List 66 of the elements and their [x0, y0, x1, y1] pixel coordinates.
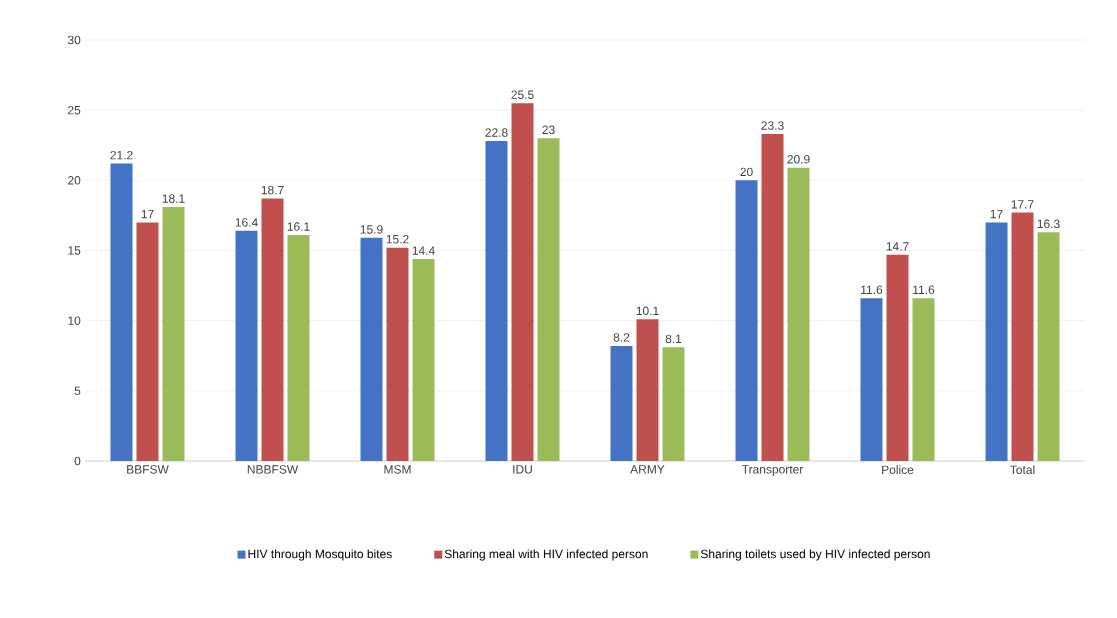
- data-label: 17: [990, 209, 1003, 219]
- bar: [761, 134, 784, 461]
- data-label: 16.1: [287, 222, 310, 231]
- data-label: 15.9: [360, 225, 383, 234]
- data-label: 23: [542, 125, 555, 135]
- x-tick-label: MSM: [384, 465, 411, 474]
- data-label: 21.2: [110, 150, 133, 160]
- data-label: 22.8: [485, 128, 508, 137]
- x-tick-label: Transporter: [741, 465, 804, 476]
- data-label: 16.3: [1037, 219, 1060, 229]
- bar: [235, 230, 258, 461]
- legend-label: Sharing meal with HIV infected person: [444, 549, 648, 561]
- bar: [485, 141, 508, 461]
- x-tick-label: NBBFSW: [247, 465, 299, 474]
- bar: [162, 206, 185, 461]
- bar: [912, 298, 935, 461]
- bar: [386, 247, 409, 461]
- bar: [985, 222, 1008, 461]
- bar: [610, 345, 633, 461]
- data-label: 20: [740, 167, 753, 177]
- data-label: 11.6: [861, 285, 883, 294]
- x-tick-label: BBFSW: [127, 465, 169, 474]
- data-label: 16.4: [235, 218, 258, 227]
- data-label: 14.4: [412, 246, 435, 255]
- data-label: 18.7: [261, 185, 284, 195]
- bar: [537, 138, 560, 461]
- bar: [1011, 212, 1034, 461]
- data-label: 17.7: [1011, 200, 1034, 209]
- bar: [735, 180, 758, 461]
- data-label: 17: [141, 209, 154, 219]
- bar: [886, 254, 909, 461]
- data-label: 10.1: [636, 306, 659, 316]
- legend-label: HIV through Mosquito bites: [248, 549, 392, 561]
- bar: [1037, 232, 1060, 461]
- y-tick-label: 15: [68, 246, 81, 255]
- y-tick-label: 10: [68, 316, 81, 325]
- data-label: 8.1: [665, 334, 682, 344]
- x-tick-label: IDU: [513, 465, 532, 474]
- y-tick-label: 30: [67, 35, 81, 45]
- bar: [662, 347, 685, 461]
- bar: [412, 258, 435, 461]
- legend-label: Sharing toilets used by HIV infected person: [700, 549, 930, 561]
- bar: [287, 235, 310, 461]
- x-tick-label: Police: [882, 465, 914, 474]
- bar: [261, 198, 284, 461]
- data-label: 11.6: [913, 285, 935, 294]
- data-label: 20.9: [787, 155, 810, 164]
- data-label: 14.7: [886, 242, 909, 251]
- bar: [636, 319, 659, 461]
- data-label: 8.2: [613, 333, 630, 342]
- bar: [860, 298, 883, 461]
- x-tick-label: Total: [1010, 465, 1035, 474]
- bar: [360, 237, 383, 461]
- data-label: 15.2: [386, 234, 409, 244]
- bar: [110, 163, 133, 461]
- bar: [787, 167, 810, 461]
- bar: [136, 222, 159, 461]
- data-label: 25.5: [511, 90, 534, 99]
- y-tick-label: 25: [68, 105, 81, 115]
- bar: [511, 103, 534, 461]
- data-label: 23.3: [761, 121, 784, 130]
- y-tick-label: 0: [74, 456, 81, 466]
- y-tick-label: 20: [68, 176, 81, 185]
- y-tick-label: 5: [74, 386, 81, 395]
- x-tick-label: ARMY: [630, 465, 665, 474]
- data-label: 18.1: [162, 194, 185, 203]
